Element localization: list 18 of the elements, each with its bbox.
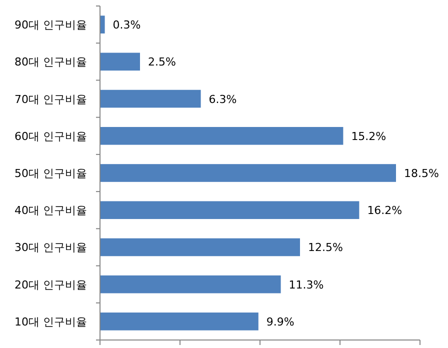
y-tick-label: 10대 인구비율 <box>14 315 87 328</box>
data-label: 0.3% <box>112 18 141 32</box>
data-label: 6.3% <box>208 92 237 106</box>
y-tick-label: 50대 인구비율 <box>14 167 87 180</box>
y-tick-label: 80대 인구비율 <box>14 56 87 69</box>
y-tick-label: 90대 인구비율 <box>14 18 87 32</box>
y-tick-label: 20대 인구비율 <box>14 278 87 292</box>
data-label: 15.2% <box>351 130 386 143</box>
data-label: 12.5% <box>308 241 343 254</box>
data-label: 9.9% <box>266 315 294 328</box>
y-tick-label: 40대 인구비율 <box>14 204 87 218</box>
data-label: 11.3% <box>288 278 324 292</box>
y-tick-label: 30대 인구비율 <box>14 241 87 254</box>
data-label: 2.5% <box>148 56 176 69</box>
y-tick-label: 60대 인구비율 <box>14 130 87 143</box>
data-label: 18.5% <box>404 167 439 180</box>
data-label: 16.2% <box>367 204 402 218</box>
y-tick-label: 70대 인구비율 <box>14 92 87 106</box>
